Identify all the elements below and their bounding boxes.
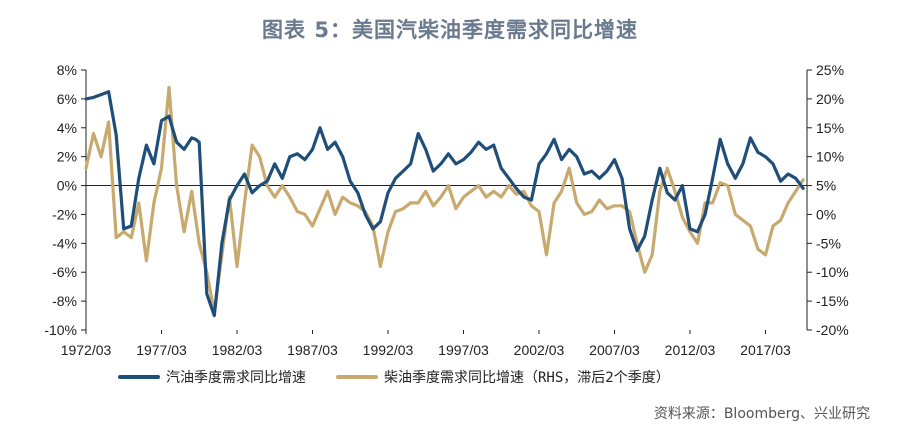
left-axis-tick-label: -8% bbox=[52, 293, 77, 309]
x-axis-tick-label: 1972/03 bbox=[61, 342, 112, 358]
series-line-gasoline bbox=[84, 90, 805, 318]
right-axis-tick-label: -15% bbox=[816, 293, 849, 309]
legend-swatch-diesel bbox=[336, 375, 378, 379]
x-axis-tick-label: 2012/03 bbox=[665, 342, 716, 358]
left-axis-tick-label: 8% bbox=[57, 62, 77, 78]
right-axis-tick-label: 20% bbox=[816, 91, 844, 107]
right-axis-tick-label: -20% bbox=[816, 322, 849, 338]
left-axis-tick-label: 0% bbox=[57, 178, 77, 194]
legend-swatch-gasoline bbox=[118, 375, 160, 379]
left-axis-tick-label: -4% bbox=[52, 235, 77, 251]
chart-title: 图表 5：美国汽柴油季度需求同比增速 bbox=[262, 18, 638, 42]
x-axis-tick-label: 1982/03 bbox=[212, 342, 263, 358]
x-axis-tick-label: 1987/03 bbox=[287, 342, 338, 358]
right-axis-tick-label: 5% bbox=[816, 178, 836, 194]
left-axis-tick-label: -10% bbox=[44, 322, 77, 338]
x-axis-tick-label: 2002/03 bbox=[514, 342, 565, 358]
x-axis-tick-label: 1997/03 bbox=[438, 342, 489, 358]
left-axis-tick-label: -2% bbox=[52, 206, 77, 222]
legend-label-diesel: 柴油季度需求同比增速（RHS，滞后2个季度） bbox=[384, 370, 670, 386]
x-axis-tick-label: 1977/03 bbox=[136, 342, 187, 358]
chart-legend: 汽油季度需求同比增速 柴油季度需求同比增速（RHS，滞后2个季度） bbox=[118, 366, 700, 388]
right-axis-tick-label: 10% bbox=[816, 149, 844, 165]
left-axis-tick-label: 4% bbox=[57, 120, 77, 136]
right-axis-tick-label: 15% bbox=[816, 120, 844, 136]
right-axis-tick-label: -5% bbox=[816, 235, 841, 251]
x-axis-tick-label: 2017/03 bbox=[740, 342, 791, 358]
legend-item-gasoline: 汽油季度需求同比增速 bbox=[118, 367, 306, 387]
source-note: 资料来源：Bloomberg、兴业研究 bbox=[653, 406, 870, 422]
x-axis-tick-label: 2007/03 bbox=[589, 342, 640, 358]
right-axis-tick-label: 25% bbox=[816, 62, 844, 78]
x-axis-tick-label: 1992/03 bbox=[363, 342, 414, 358]
series-line-diesel bbox=[84, 85, 805, 315]
left-axis-tick-label: 6% bbox=[57, 91, 77, 107]
right-axis-tick-label: 0% bbox=[816, 206, 836, 222]
legend-item-diesel: 柴油季度需求同比增速（RHS，滞后2个季度） bbox=[336, 367, 670, 387]
legend-label-gasoline: 汽油季度需求同比增速 bbox=[166, 370, 306, 386]
left-axis-tick-label: -6% bbox=[52, 264, 77, 280]
right-axis-tick-label: -10% bbox=[816, 264, 849, 280]
left-axis-tick-label: 2% bbox=[57, 149, 77, 165]
